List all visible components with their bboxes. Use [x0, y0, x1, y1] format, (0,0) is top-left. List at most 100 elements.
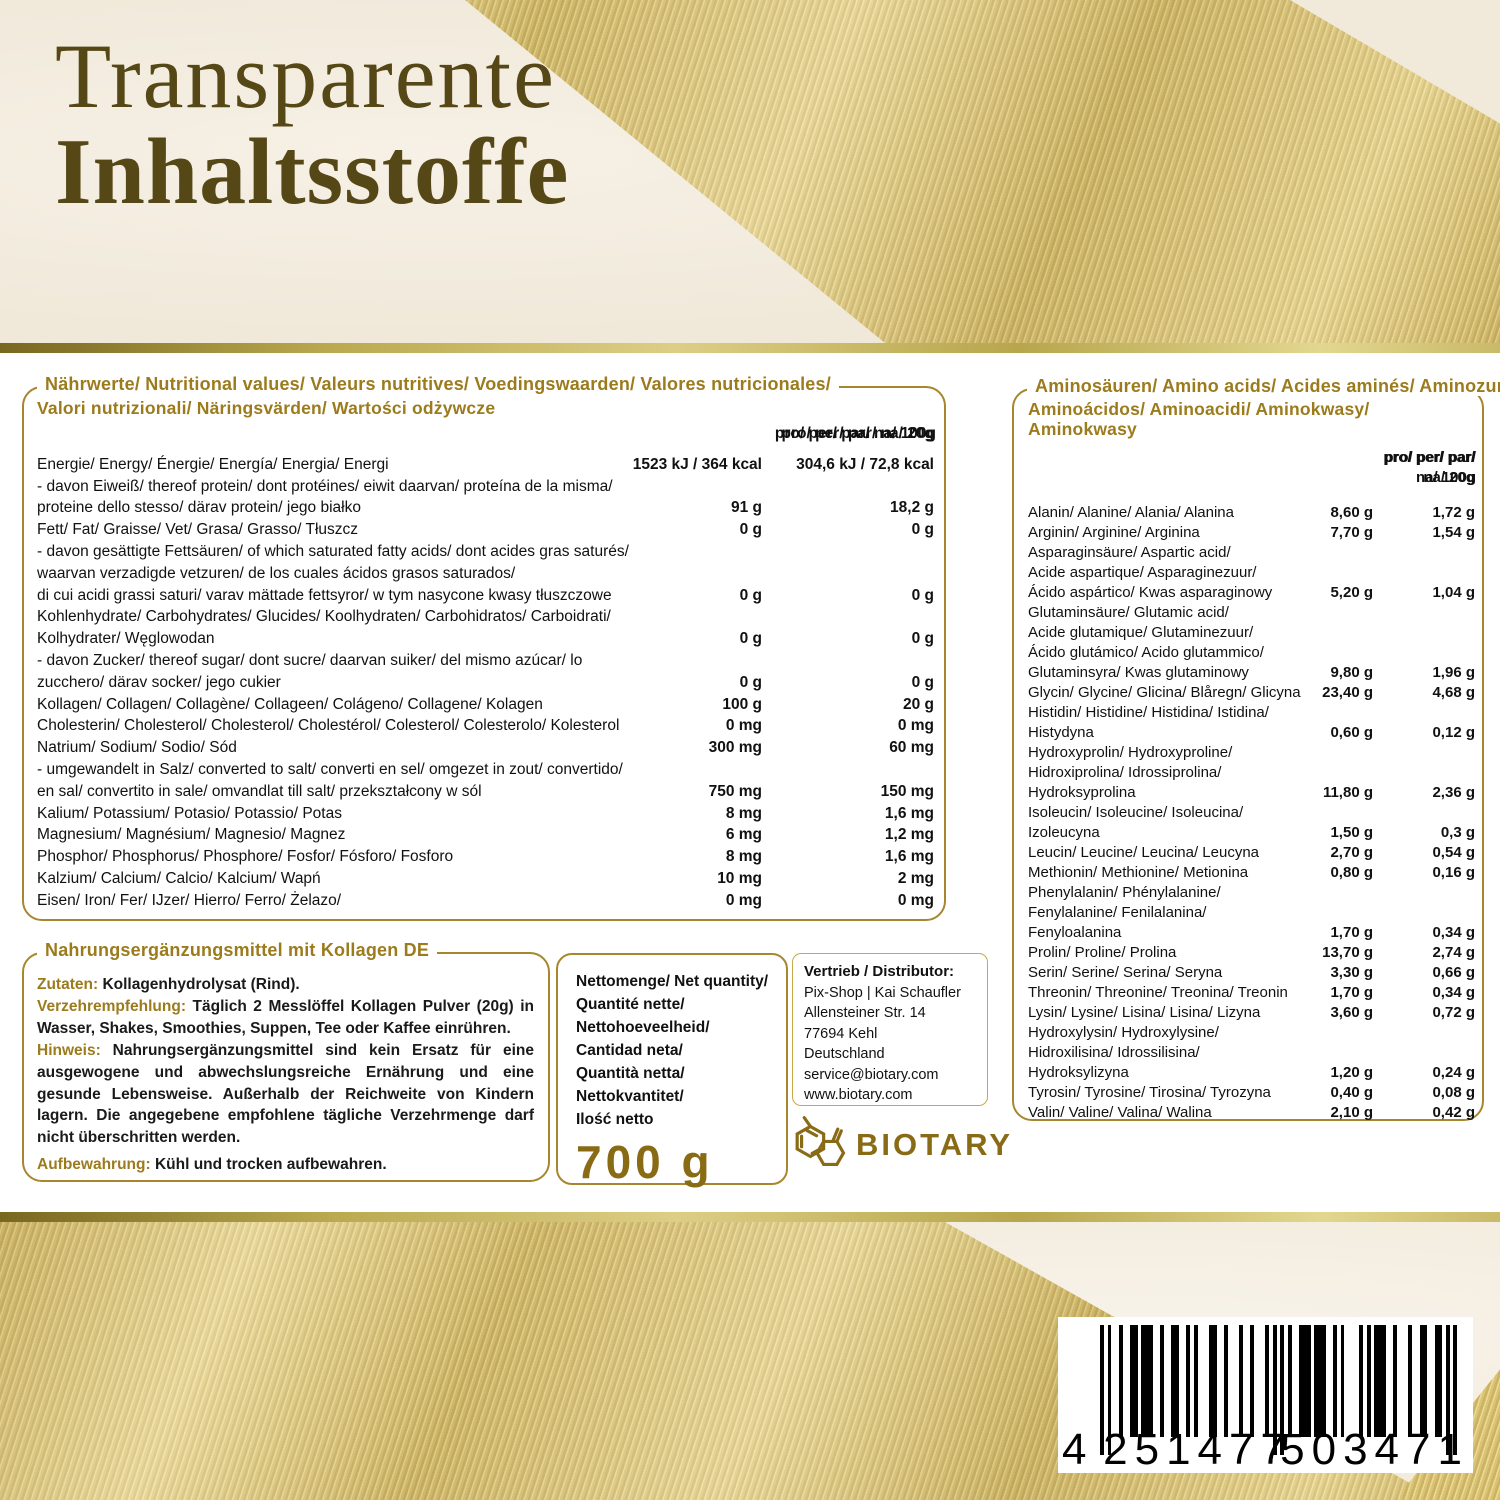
value-per-20g: 1,6 mg — [884, 804, 934, 822]
net-quantity-body: Nettomenge/ Net quantity/Quantité nette/… — [558, 955, 786, 1189]
table-row: - davon Zucker/ thereof sugar/ dont sucr… — [37, 650, 936, 694]
barcode-bar — [1419, 1325, 1428, 1437]
value-per-20g: 0 g — [911, 673, 934, 691]
value-per-100g: 11,80 g — [1322, 784, 1373, 801]
value-per-100g: 2,10 g — [1330, 1104, 1373, 1121]
value-per-100g: 0,80 g — [1330, 864, 1373, 881]
value-per-20g: 1,04 g — [1432, 584, 1475, 601]
row-label: Glycin/ Glycine/ Glicina/ Blåregn/ Glicy… — [1028, 684, 1301, 701]
row-label: Hydroxylysin/ Hydroxylysine/Hidroxilisin… — [1028, 1024, 1219, 1081]
value-per-100g: 0 g — [739, 673, 762, 691]
net-quantity-line: Cantidad neta/ — [576, 1042, 683, 1059]
barcode-bar — [1250, 1325, 1255, 1437]
table-row: Threonin/ Threonine/ Treonina/ Treonin 1,… — [1028, 983, 1476, 1003]
row-label: Isoleucin/ Isoleucine/ Isoleucina/Izoleu… — [1028, 804, 1244, 841]
net-quantity-lines: Nettomenge/ Net quantity/Quantité nette/… — [576, 970, 786, 1131]
value-per-20g: 60 mg — [889, 739, 934, 757]
supplement-info-box: Nahrungsergänzungsmittel mit Kollagen DE… — [22, 940, 550, 1182]
footer-band: 4 251477 503471 — [0, 1222, 1500, 1500]
distributor-line: Deutschland — [804, 1046, 885, 1062]
row-label: Phenylalanin/ Phénylalanine/Fenylalanine… — [1028, 884, 1221, 941]
barcode-bar — [1141, 1325, 1153, 1437]
row-label: Methionin/ Methionine/ Metionina — [1028, 864, 1249, 881]
table-row: Hydroxylysin/ Hydroxylysine/Hidroxilisin… — [1028, 1023, 1476, 1083]
row-label: Valin/ Valine/ Valina/ Walina — [1028, 1104, 1212, 1121]
distributor-line: www.biotary.com — [804, 1087, 913, 1103]
barcode-bar — [1374, 1325, 1386, 1437]
barcode-bar — [1393, 1325, 1398, 1437]
barcode-bar — [1299, 1325, 1311, 1437]
nutrition-column-headers: pro/ per/ par/ na/ 100g pro/ per/ par/ na… — [37, 423, 936, 447]
row-label: Kalzium/ Calcium/ Calcio/ Kalcium/ Wapń — [37, 869, 321, 887]
table-row: - davon gesättigte Fettsäuren/ of which … — [37, 541, 936, 606]
table-row: Kohlenhydrate/ Carbohydrates/ Glucides/ … — [37, 606, 936, 650]
row-label: Eisen/ Iron/ Fer/ IJzer/ Hierro/ Ferro/ … — [37, 891, 342, 909]
value-per-100g: 8,60 g — [1330, 504, 1373, 521]
barcode-bar — [1288, 1325, 1292, 1437]
barcode-bar — [1130, 1325, 1138, 1437]
row-label: Asparaginsäure/ Aspartic acid/Acide aspa… — [1028, 544, 1273, 601]
barcode-bar — [1408, 1325, 1413, 1437]
nutrition-box-legend: Nährwerte/ Nutritional values/ Valeurs n… — [37, 374, 839, 396]
row-label: Phosphor/ Phosphorus/ Phosphore/ Fosfor/… — [37, 848, 454, 866]
barcode-bar — [1445, 1325, 1450, 1455]
barcode-bar — [1265, 1325, 1270, 1437]
value-per-100g: 8 mg — [725, 848, 762, 866]
row-label: Kalium/ Potassium/ Potasio/ Potassio/ Po… — [37, 804, 342, 822]
content-area: Nährwerte/ Nutritional values/ Valeurs n… — [0, 353, 1500, 1212]
table-row: Glutaminsäure/ Glutamic acid/Acide gluta… — [1028, 603, 1476, 683]
barcode-bar — [1453, 1325, 1458, 1455]
row-label: - umgewandelt in Salz/ converted to salt… — [37, 760, 623, 800]
row-label: Energie/ Energy/ Énergie/ Energía/ Energ… — [37, 455, 389, 473]
row-label: Lysin/ Lysine/ Lisina/ Lisina/ Lizyna — [1028, 1004, 1261, 1021]
value-per-20g: 1,96 g — [1432, 664, 1475, 681]
info-box-legend: Nahrungsergänzungsmittel mit Kollagen DE — [37, 940, 438, 962]
header-band: Transparente Inhaltsstoffe — [0, 0, 1500, 343]
page-title: Transparente Inhaltsstoffe — [55, 28, 569, 220]
table-row: Methionin/ Methionine/ Metionina 0,80 g 0,… — [1028, 863, 1476, 883]
row-label: Tyrosin/ Tyrosine/ Tirosina/ Tyrozyna — [1028, 1084, 1271, 1101]
row-label: - davon Zucker/ thereof sugar/ dont sucr… — [37, 651, 583, 691]
barcode-bar — [1194, 1325, 1198, 1437]
value-per-100g: 1,20 g — [1330, 1064, 1373, 1081]
table-row: Alanin/ Alanine/ Alania/ Alanina 8,60 g 1,… — [1028, 503, 1476, 523]
value-per-20g: 0,42 g — [1432, 1104, 1475, 1121]
row-label: - davon gesättigte Fettsäuren/ of which … — [37, 542, 629, 604]
barcode-bar — [1107, 1325, 1112, 1455]
value-per-100g: 13,70 g — [1322, 944, 1373, 961]
value-per-100g: 1,50 g — [1330, 824, 1373, 841]
barcode-bar — [1100, 1325, 1104, 1455]
column-header-per-20g: pro/ per/ par/na/ 20g — [1383, 449, 1475, 486]
value-per-100g: 0 mg — [725, 717, 762, 735]
value-per-100g: 0,40 g — [1330, 1084, 1373, 1101]
value-per-20g: 0,3 g — [1440, 824, 1475, 841]
row-label: Arginin/ Arginine/ Arginina — [1028, 524, 1200, 541]
table-row: Serin/ Serine/ Serina/ Seryna 3,30 g 0,66 … — [1028, 963, 1476, 983]
table-row: Magnesium/ Magnésium/ Magnesio/ Magnez 6 … — [37, 824, 936, 846]
value-per-100g: 0 mg — [725, 891, 762, 909]
barcode-bar — [1333, 1325, 1337, 1437]
column-header-per-100g: pro/ per/ par/na/ 100g — [1384, 449, 1476, 486]
barcode-bar — [1160, 1325, 1164, 1437]
info-paragraph-label: Aufbewahrung: — [37, 1156, 151, 1174]
row-label: Kohlenhydrate/ Carbohydrates/ Glucides/ … — [37, 608, 611, 648]
value-per-100g: 3,30 g — [1330, 964, 1373, 981]
value-per-20g: 2,36 g — [1432, 784, 1475, 801]
info-box-body: Zutaten: Kollagenhydrolysat (Rind). Verze… — [24, 954, 548, 1176]
barcode-bar — [1239, 1325, 1243, 1437]
table-row: Hydroxyprolin/ Hydroxyproline/Hidroxipro… — [1028, 743, 1476, 803]
net-quantity-line: Quantità netta/ — [576, 1065, 685, 1082]
value-per-20g: 0,34 g — [1432, 984, 1475, 1001]
value-per-100g: 0 g — [739, 521, 762, 539]
value-per-100g: 9,80 g — [1330, 664, 1373, 681]
net-quantity-line: Nettomenge/ Net quantity/ — [576, 973, 769, 990]
table-row: Kalium/ Potassium/ Potasio/ Potassio/ Po… — [37, 803, 936, 825]
value-per-20g: 0,24 g — [1432, 1064, 1475, 1081]
barcode-digit-group: 251477 — [1103, 1425, 1292, 1474]
nutrition-rows: Energie/ Energy/ Énergie/ Energía/ Energ… — [37, 454, 936, 912]
info-paragraph-label: Verzehrempfehlung: — [37, 997, 186, 1015]
amino-box-subtitle: Aminoácidos/ Aminoacidi/ Aminokwasy/ Ami… — [1028, 399, 1370, 439]
info-paragraph: Hinweis: Nahrungsergänzungsmittel sind k… — [37, 1041, 534, 1147]
barcode: 4 251477 503471 — [1058, 1317, 1473, 1474]
